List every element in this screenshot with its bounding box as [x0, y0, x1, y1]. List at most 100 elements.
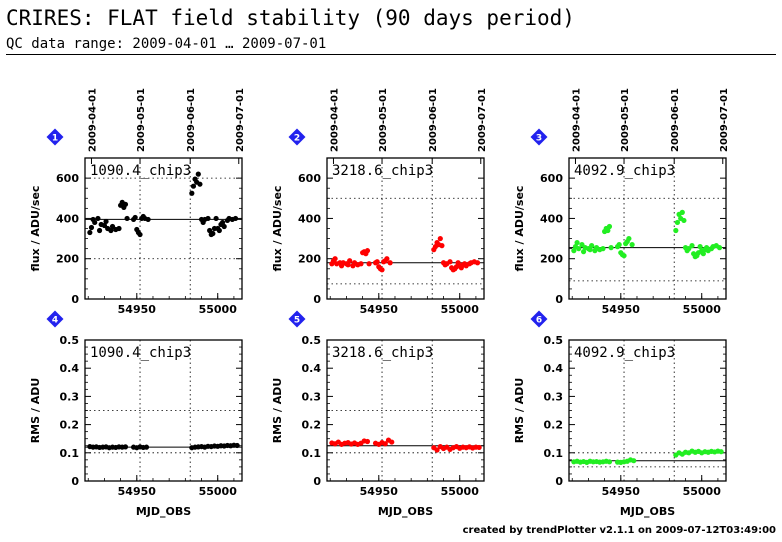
panel-badge-icon: [288, 310, 306, 328]
panel-label: 1090.4_chip3: [90, 345, 191, 361]
data-point: [219, 219, 226, 226]
panel-badge-number: 4: [52, 316, 58, 326]
data-point: [347, 258, 353, 264]
page-subtitle: QC data range: 2009-04-01 … 2009-07-01: [6, 36, 327, 52]
x-tick-label: 54950: [118, 485, 157, 498]
y-tick-label: 200: [540, 253, 563, 266]
x-tick-label: 54950: [360, 485, 399, 498]
date-tick-label: 2009-05-01: [378, 88, 389, 152]
date-tick-label: 2009-06-01: [186, 88, 197, 152]
data-point: [92, 219, 98, 226]
data-point: [700, 251, 706, 257]
x-tick-label: 54950: [118, 303, 157, 316]
panel-badge-icon: [288, 128, 306, 146]
x-tick-label: 54950: [602, 303, 641, 316]
y-tick-label: 0.2: [544, 419, 564, 432]
y-tick-label: 0.5: [60, 334, 80, 347]
panel-3: 0 200 400 600 54950 55000 2009-04-01 2009-05-01…: [513, 88, 730, 316]
x-tick-label: 54950: [602, 485, 641, 498]
data-point: [132, 214, 138, 221]
data-point: [674, 219, 681, 226]
page-title: CRIRES: FLAT field stability (90 days pe…: [6, 6, 575, 30]
x-tick-label: 54950: [360, 303, 399, 316]
data-point: [103, 218, 109, 225]
panel-badge-number: 1: [52, 134, 58, 144]
y-tick-label: 0.3: [60, 390, 80, 403]
y-tick-label: 400: [540, 212, 563, 225]
y-tick-label: 0.2: [60, 419, 80, 432]
panel-label: 3218.6_chip3: [332, 163, 433, 179]
data-point: [434, 447, 440, 453]
data-point: [88, 224, 95, 231]
panel-badge-icon: [530, 310, 548, 328]
panel-6: 0 0.1 0.2 0.3 0.4 0.5 54950 55000 RMS / ADU MJD_O…: [513, 310, 727, 518]
data-point: [210, 230, 216, 237]
data-point: [629, 242, 635, 248]
y-tick-label: 0: [555, 293, 563, 306]
date-tick-label: 2009-05-01: [620, 88, 631, 152]
date-tick-label: 2009-07-01: [719, 88, 730, 152]
data-point: [384, 256, 390, 262]
y-tick-label: 0.2: [302, 419, 322, 432]
y-tick-label: 600: [540, 172, 563, 185]
data-point: [621, 253, 627, 259]
data-point: [116, 225, 122, 232]
x-axis-label: MJD_OBS: [378, 505, 433, 518]
data-point: [476, 444, 482, 451]
data-point: [600, 246, 606, 252]
y-tick-label: 0: [313, 475, 321, 488]
x-tick-label: 55000: [441, 303, 480, 316]
data-point: [447, 259, 453, 265]
y-axis-label: flux / ADU/sec: [271, 186, 284, 272]
data-point: [589, 243, 595, 249]
data-point: [197, 181, 203, 187]
data-point: [205, 215, 211, 222]
data-point: [626, 235, 632, 242]
plot-frame: [568, 157, 727, 300]
y-tick-label: 0: [71, 293, 79, 306]
data-point: [358, 261, 364, 267]
x-tick-label: 55000: [199, 303, 238, 316]
data-point: [137, 231, 143, 238]
data-point: [364, 248, 371, 254]
footer-credit: created by trendPlotter v2.1.1 on 2009-0…: [462, 525, 776, 536]
panel-badge-number: 3: [536, 134, 542, 144]
date-tick-label: 2009-04-01: [87, 88, 98, 152]
y-tick-label: 0.4: [302, 362, 322, 375]
data-point: [332, 256, 338, 262]
y-axis-label: RMS / ADU: [29, 378, 42, 444]
data-point: [718, 449, 724, 455]
y-tick-label: 0: [71, 475, 79, 488]
data-point: [145, 216, 151, 223]
y-tick-label: 0.5: [544, 334, 564, 347]
data-point: [366, 261, 372, 267]
y-tick-label: 0.4: [544, 362, 564, 375]
page-header: CRIRES: FLAT field stability (90 days pe…: [6, 4, 776, 55]
date-tick-label: 2009-06-01: [670, 88, 681, 152]
plot-frame: [326, 157, 485, 300]
panel-label: 1090.4_chip3: [90, 163, 191, 179]
panel-4: 0 0.1 0.2 0.3 0.4 0.5 54950 55000 RMS / ADU MJD_O…: [29, 310, 243, 518]
y-axis-label: RMS / ADU: [513, 378, 526, 444]
data-point: [631, 458, 637, 464]
y-tick-label: 0.4: [60, 362, 80, 375]
data-point: [387, 260, 393, 266]
data-point: [122, 201, 129, 207]
data-point: [95, 215, 101, 222]
data-point: [697, 244, 703, 250]
x-tick-label: 55000: [683, 303, 722, 316]
data-point: [474, 260, 481, 266]
data-point: [213, 215, 219, 222]
y-tick-label: 600: [298, 172, 321, 185]
data-point: [345, 262, 351, 268]
data-point: [679, 209, 685, 215]
y-tick-label: 0.3: [302, 390, 322, 403]
data-point: [216, 227, 222, 234]
panel-badge-number: 5: [294, 316, 300, 326]
panel-badge-number: 2: [294, 134, 300, 144]
panel-label: 3218.6_chip3: [332, 345, 433, 361]
data-point: [232, 215, 239, 222]
data-point: [382, 441, 388, 447]
y-tick-label: 0.1: [544, 447, 564, 460]
